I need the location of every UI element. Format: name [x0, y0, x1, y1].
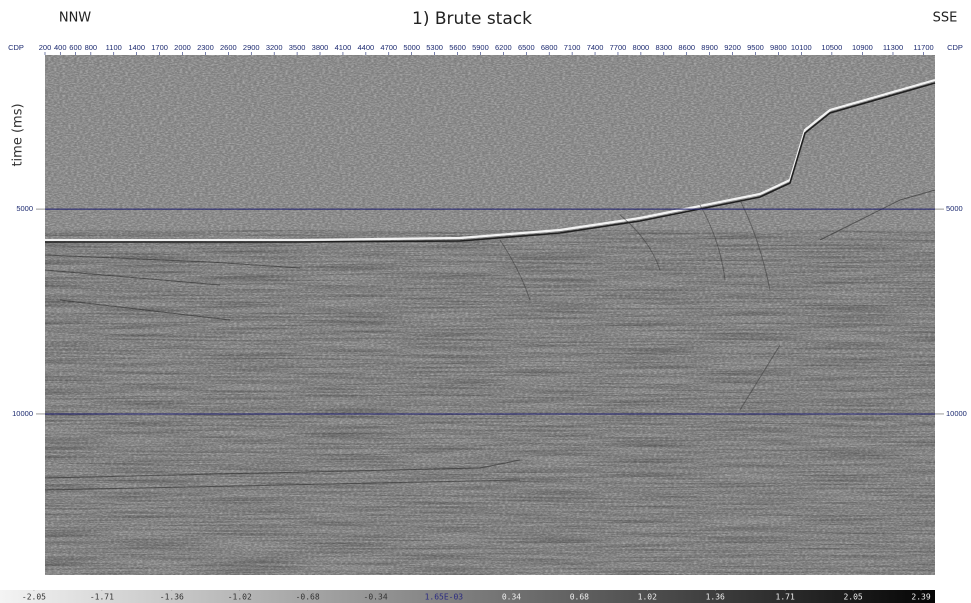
y-tick-label: 10000: [946, 409, 967, 418]
x-tick-label: 10900: [852, 43, 873, 52]
colorbar-tick-label: 1.02: [638, 593, 657, 602]
x-tick-label: 11700: [913, 43, 933, 52]
colorbar-tick-label: -1.02: [228, 593, 252, 602]
x-tick-label: 5300: [426, 43, 443, 52]
x-tick-label: 5600: [449, 43, 466, 52]
x-tick-label: 4400: [358, 43, 375, 52]
chart-title: 1) Brute stack: [412, 9, 532, 29]
x-tick-label: 2300: [197, 43, 214, 52]
colorbar-tick-label: -2.05: [22, 593, 46, 602]
x-tick-label: 10100: [791, 43, 812, 52]
x-tick-label: 3800: [312, 43, 329, 52]
x-tick-label: 9500: [747, 43, 764, 52]
x-axis-label: CDP: [8, 43, 24, 52]
x-tick-label: 8000: [633, 43, 650, 52]
x-tick-label: 3500: [289, 43, 306, 52]
x-tick-label: 5000: [403, 43, 420, 52]
colorbar-tick-label: -1.71: [90, 593, 114, 602]
x-tick-label: 1700: [151, 43, 168, 52]
right-label: SSE: [933, 11, 958, 26]
colorbar-tick-label: -0.68: [296, 593, 320, 602]
x-tick-label: 9800: [770, 43, 787, 52]
x-tick-label: 2600: [220, 43, 237, 52]
colorbar-tick-label: 2.39: [911, 593, 930, 602]
x-tick-label: 2900: [243, 43, 260, 52]
x-tick-label: 4700: [380, 43, 397, 52]
x-tick-label: 1100: [106, 43, 122, 52]
chart: NNW 1) Brute stack SSE CDP CDP time (ms)…: [0, 0, 971, 603]
y-tick-label: 5000: [946, 204, 963, 213]
x-tick-label: 5900: [472, 43, 489, 52]
left-label: NNW: [59, 11, 91, 26]
colorbar-tick-label: -1.36: [160, 593, 184, 602]
colorbar-tick-label: 1.36: [706, 593, 725, 602]
x-tick-label: 6200: [495, 43, 512, 52]
x-tick-label: 1400: [128, 43, 145, 52]
x-tick-label: 200: [39, 43, 52, 52]
colorbar-tick-label: 1.71: [776, 593, 795, 602]
seismic-image: [45, 55, 935, 575]
y-tick-label: 10000: [12, 409, 33, 418]
x-tick-label: 600: [69, 43, 82, 52]
x-tick-label: 6500: [518, 43, 535, 52]
x-tick-label: 8300: [655, 43, 672, 52]
colorbar-tick-label: 1.65E-03: [425, 593, 464, 602]
colorbar-tick-label: -0.34: [364, 593, 388, 602]
x-tick-label: 10500: [821, 43, 842, 52]
x-tick-label: 7400: [587, 43, 604, 52]
x-tick-label: 11300: [883, 43, 903, 52]
colorbar-tick-label: 0.34: [502, 593, 521, 602]
x-tick-label: 6800: [541, 43, 558, 52]
y-tick-label: 5000: [16, 204, 33, 213]
y-axis-label: time (ms): [11, 103, 26, 166]
page: NNW 1) Brute stack SSE CDP CDP time (ms)…: [0, 0, 971, 603]
x-tick-label: 8900: [701, 43, 718, 52]
colorbar-tick-label: 2.05: [843, 593, 862, 602]
x-tick-label: 9200: [724, 43, 741, 52]
x-tick-label: 7700: [610, 43, 627, 52]
x-axis-label: CDP: [947, 43, 963, 52]
x-tick-label: 4100: [335, 43, 352, 52]
x-tick-label: 3200: [266, 43, 283, 52]
x-tick-label: 7100: [564, 43, 581, 52]
x-tick-label: 2000: [174, 43, 191, 52]
x-tick-label: 800: [85, 43, 98, 52]
colorbar-tick-label: 0.68: [570, 593, 589, 602]
x-tick-label: 8600: [678, 43, 695, 52]
x-tick-label: 400: [54, 43, 67, 52]
